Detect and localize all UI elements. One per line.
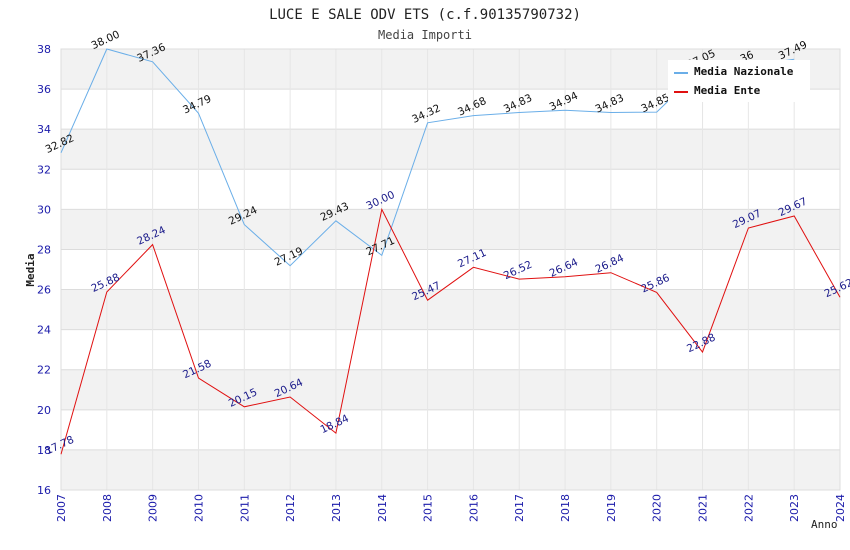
x-tick-label: 2017 — [513, 494, 526, 522]
x-tick-label: 2011 — [238, 494, 251, 522]
legend-label-media-ente: Media Ente — [694, 84, 761, 97]
x-tick-label: 2023 — [788, 494, 801, 522]
series-line-media-ente — [60, 207, 841, 455]
x-tick-label: 2012 — [284, 494, 297, 522]
y-tick-label: 18 — [37, 444, 51, 457]
x-tick-label: 2021 — [697, 494, 710, 522]
y-tick-label: 34 — [37, 123, 51, 136]
grid-band — [61, 449, 840, 490]
x-tick-label: 2013 — [330, 494, 343, 522]
chart-title: LUCE E SALE ODV ETS (c.f.90135790732) — [269, 7, 581, 23]
x-tick-label: 2020 — [651, 494, 664, 522]
x-tick-label: 2007 — [55, 494, 68, 522]
x-tick-label: 2018 — [559, 494, 572, 522]
y-tick-label: 26 — [37, 284, 51, 297]
data-label: 34.79 — [181, 93, 213, 117]
legend-label-media-nazionale: Media Nazionale — [694, 65, 794, 78]
x-axis-ticks: 2007 2008 2009 2010 2011 2012 2013 2014 2015 2016… — [55, 494, 847, 522]
plot-area-border — [60, 48, 841, 491]
y-tick-label: 36 — [37, 83, 51, 96]
y-tick-label: 28 — [37, 243, 51, 256]
y-tick-label: 24 — [37, 324, 51, 337]
y-tick-label: 32 — [37, 163, 51, 176]
grid-bands — [61, 49, 840, 490]
grid-band — [61, 209, 840, 250]
data-label: 26.84 — [593, 252, 626, 276]
y-axis-ticks: 16 18 20 22 24 26 28 30 32 34 36 38 — [37, 43, 51, 497]
grid-lines — [60, 48, 841, 491]
x-tick-label: 2009 — [147, 494, 160, 522]
y-tick-label: 16 — [37, 484, 51, 497]
x-tick-label: 2024 — [834, 494, 847, 522]
grid-band — [61, 369, 840, 410]
x-tick-label: 2015 — [422, 494, 435, 522]
x-tick-label: 2008 — [101, 494, 114, 522]
y-axis-title: Media — [24, 253, 37, 286]
x-axis-title: Anno — [811, 518, 838, 531]
data-label: 34.32 — [410, 102, 442, 126]
y-tick-label: 30 — [37, 203, 51, 216]
y-tick-label: 22 — [37, 364, 51, 377]
y-tick-label: 38 — [37, 43, 51, 56]
grid-band — [61, 289, 840, 330]
x-tick-label: 2016 — [467, 494, 480, 522]
data-label: 34.94 — [548, 90, 581, 114]
legend: Media Nazionale Media Ente — [668, 60, 810, 102]
x-tick-label: 2010 — [192, 494, 205, 522]
x-tick-label: 2022 — [742, 494, 755, 522]
x-tick-label: 2014 — [376, 494, 389, 522]
grid-band — [61, 129, 840, 170]
legend-box — [668, 60, 810, 102]
x-tick-label: 2019 — [605, 494, 618, 522]
chart-subtitle: Media Importi — [378, 28, 472, 42]
y-tick-label: 20 — [37, 404, 51, 417]
data-label: 27.11 — [456, 247, 488, 271]
